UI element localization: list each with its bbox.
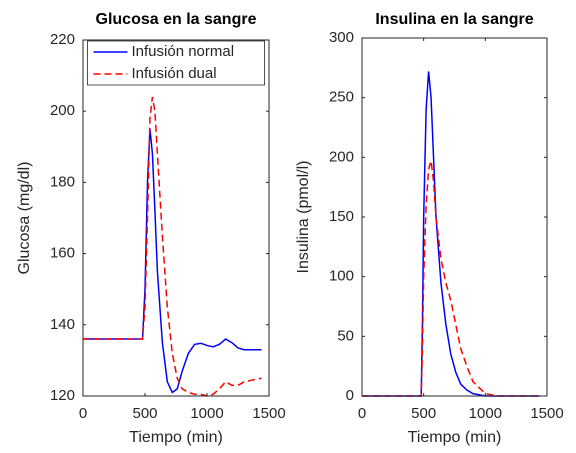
y-tick-label: 100: [329, 268, 354, 285]
axes-box: [82, 39, 270, 397]
x-tick-label: 1000: [190, 405, 223, 422]
y-tick-label: 250: [329, 89, 354, 106]
plot-area: [362, 38, 547, 396]
y-tick-label: 150: [329, 208, 354, 225]
x-tick-label: 0: [79, 405, 87, 422]
y-tick-label: 300: [329, 29, 354, 46]
y-tick-label: 0: [346, 387, 354, 404]
y-tick-label: 200: [329, 148, 354, 165]
y-tick-label: 180: [50, 173, 75, 190]
data-line: [362, 160, 540, 397]
y-axis-label: Glucosa (mg/dl): [16, 162, 33, 275]
chart-title: Insulina en la sangre: [375, 11, 533, 28]
legend-box: [87, 40, 265, 86]
y-tick-label: 140: [50, 316, 75, 333]
x-tick-label: 500: [132, 405, 157, 422]
legend-label: Infusión dual: [132, 65, 217, 82]
y-axis-label: Insulina (pmol/l): [295, 161, 312, 274]
plot-area: [83, 40, 269, 396]
x-tick-label: 1500: [252, 405, 285, 422]
x-tick-label: 500: [411, 405, 436, 422]
y-tick-label: 120: [50, 387, 75, 404]
y-tick-label: 220: [50, 31, 75, 48]
data-line: [362, 71, 540, 397]
legend-label: Infusión normal: [132, 43, 235, 60]
y-tick-label: 160: [50, 245, 75, 262]
chart-title: Glucosa en la sangre: [96, 11, 257, 28]
x-tick-label: 0: [358, 405, 366, 422]
x-axis-label: Tiempo (min): [129, 429, 223, 446]
x-axis-label: Tiempo (min): [408, 429, 502, 446]
data-line: [83, 128, 262, 394]
y-tick-label: 50: [337, 327, 354, 344]
y-tick-label: 200: [50, 102, 75, 119]
x-tick-label: 1500: [530, 405, 563, 422]
x-tick-label: 1000: [469, 405, 502, 422]
